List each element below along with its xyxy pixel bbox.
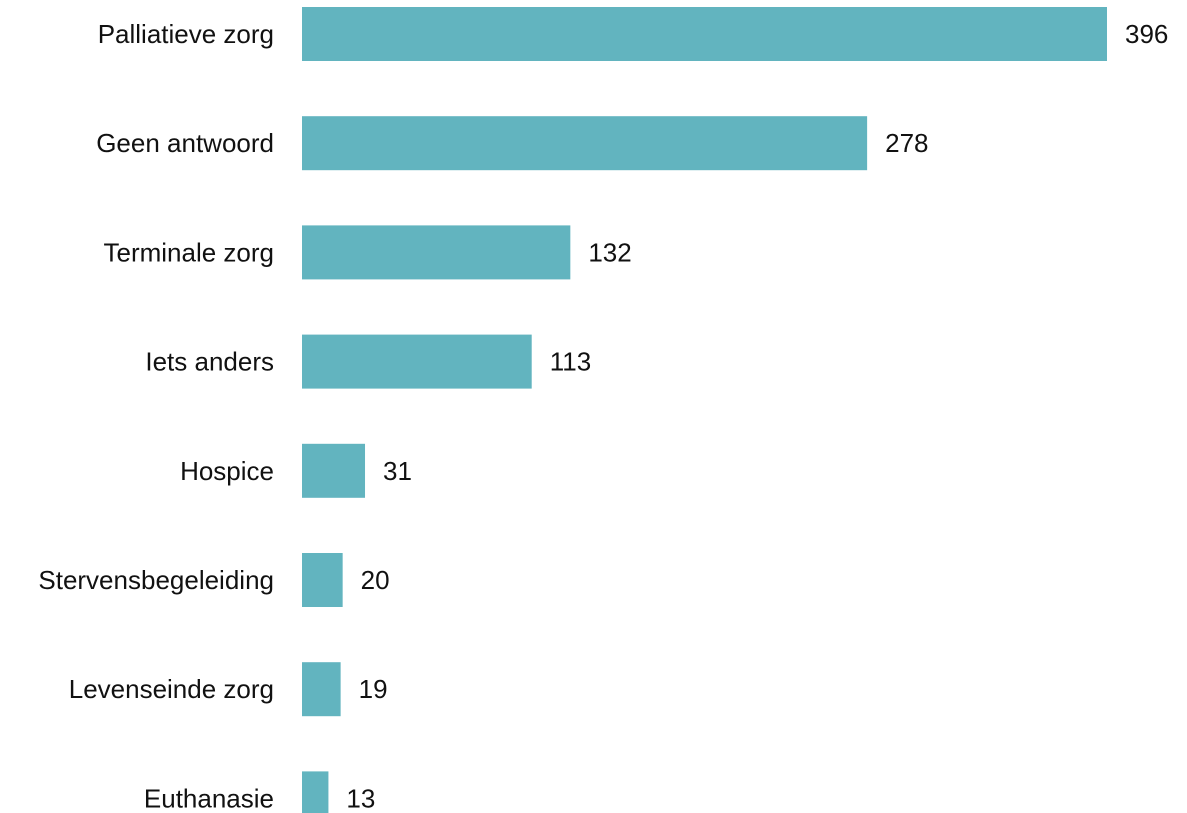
- value-label-terminale-zorg: 132: [588, 237, 631, 267]
- value-label-geen-antwoord: 278: [885, 128, 928, 158]
- category-label-terminale-zorg: Terminale zorg: [103, 237, 274, 267]
- bar-stervensbegeleiding: [302, 553, 343, 607]
- category-label-hospice: Hospice: [180, 456, 274, 486]
- bar-geen-antwoord: [302, 116, 868, 171]
- category-label-levenseinde-zorg: Levenseinde zorg: [69, 674, 274, 704]
- bars-group: [302, 7, 1107, 813]
- bar-palliatieve-zorg: [302, 7, 1107, 61]
- bar-iets-anders: [302, 334, 532, 389]
- category-label-iets-anders: Iets anders: [145, 347, 274, 377]
- value-labels: 396 278 132 113 31 20 19 13: [346, 19, 1168, 813]
- value-label-hospice: 31: [383, 456, 412, 486]
- value-label-levenseinde-zorg: 19: [359, 674, 388, 704]
- category-label-palliatieve-zorg: Palliatieve zorg: [98, 19, 274, 49]
- value-label-iets-anders: 113: [550, 347, 591, 377]
- bar-hospice: [302, 443, 366, 498]
- category-label-geen-antwoord: Geen antwoord: [96, 128, 274, 158]
- category-label-euthanasie: Euthanasie: [144, 783, 274, 813]
- category-labels: Palliatieve zorg Geen antwoord Terminale z…: [38, 19, 274, 813]
- bar-terminale-zorg: [302, 225, 571, 280]
- value-label-euthanasie: 13: [346, 783, 375, 813]
- bar-euthanasie: [302, 771, 329, 813]
- value-label-palliatieve-zorg: 396: [1125, 19, 1168, 49]
- category-label-stervensbegeleiding: Stervensbegeleiding: [38, 565, 274, 595]
- value-label-stervensbegeleiding: 20: [361, 565, 390, 595]
- bar-levenseinde-zorg: [302, 662, 341, 717]
